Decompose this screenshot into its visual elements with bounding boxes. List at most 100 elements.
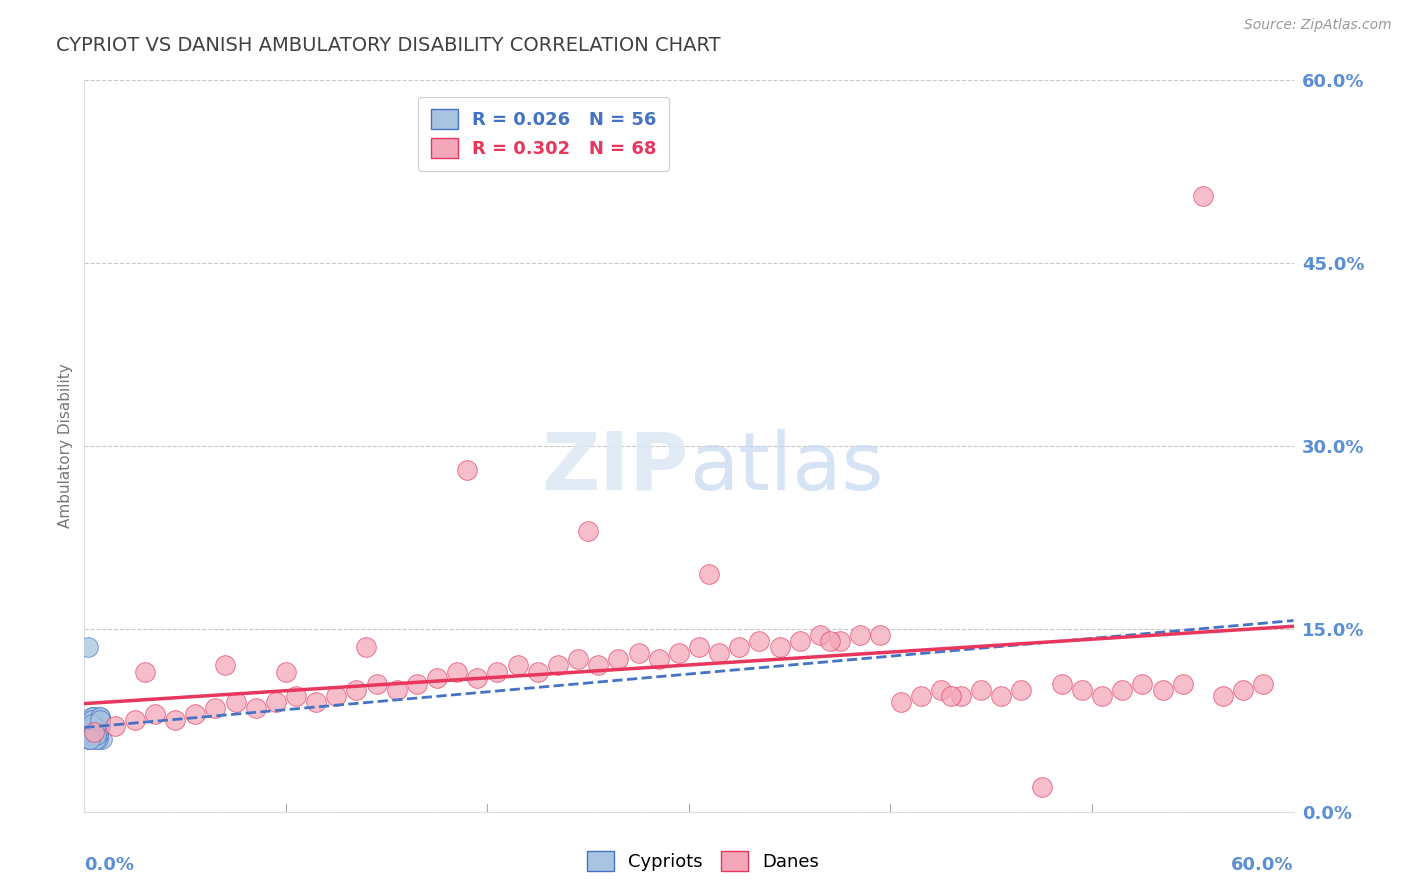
Point [87, 725, 110, 739]
Point [567, 652, 589, 666]
Point [86, 722, 108, 736]
Text: CYPRIOT VS DANISH AMBULATORY DISABILITY CORRELATION CHART: CYPRIOT VS DANISH AMBULATORY DISABILITY … [56, 36, 721, 54]
Point [285, 689, 308, 703]
Point [305, 695, 328, 709]
Point [79, 728, 101, 742]
Point [506, 658, 529, 673]
Point [86, 731, 108, 746]
Point [789, 634, 811, 648]
Point [818, 634, 841, 648]
Point [82, 717, 104, 731]
Point [709, 646, 731, 660]
Point [1132, 676, 1154, 690]
Point [910, 689, 932, 703]
Point [1091, 689, 1114, 703]
Legend: R = 0.026   N = 56, R = 0.302   N = 68: R = 0.026 N = 56, R = 0.302 N = 68 [418, 96, 669, 170]
Point [86, 725, 108, 739]
Point [87, 725, 110, 739]
Point [849, 628, 872, 642]
Point [86, 728, 108, 742]
Point [1171, 676, 1194, 690]
Point [83, 717, 105, 731]
Point [86, 722, 108, 736]
Point [356, 640, 378, 655]
Point [688, 640, 710, 655]
Point [87, 722, 110, 736]
Point [366, 676, 388, 690]
Point [89, 717, 111, 731]
Point [77, 640, 100, 655]
Point [83, 725, 105, 739]
Point [91, 731, 114, 746]
Point [728, 640, 751, 655]
Point [124, 714, 146, 728]
Point [79, 722, 101, 736]
Point [214, 658, 236, 673]
Point [648, 652, 671, 666]
Point [204, 701, 226, 715]
Point [769, 640, 792, 655]
Point [89, 714, 111, 728]
Point [87, 728, 110, 742]
Point [79, 731, 101, 746]
Point [576, 524, 599, 539]
Point [830, 634, 852, 648]
Point [83, 717, 105, 731]
Point [83, 714, 105, 728]
Text: Source: ZipAtlas.com: Source: ZipAtlas.com [1244, 18, 1392, 32]
Point [86, 731, 108, 746]
Point [456, 463, 478, 477]
Point [486, 665, 509, 679]
Point [588, 658, 610, 673]
Y-axis label: Ambulatory Disability: Ambulatory Disability [58, 364, 73, 528]
Point [1050, 676, 1073, 690]
Text: ZIP: ZIP [541, 429, 689, 507]
Point [79, 725, 101, 739]
Point [83, 709, 105, 723]
Point [82, 719, 104, 733]
Point [446, 665, 468, 679]
Point [748, 634, 770, 648]
Point [406, 676, 429, 690]
Point [1111, 682, 1133, 697]
Point [547, 658, 569, 673]
Point [82, 714, 104, 728]
Point [87, 722, 110, 736]
Point [86, 728, 108, 742]
Point [89, 714, 111, 728]
Point [82, 709, 104, 723]
Point [89, 709, 111, 723]
Point [1192, 189, 1215, 203]
Point [143, 707, 166, 722]
Point [1071, 682, 1094, 697]
Point [1232, 682, 1254, 697]
Point [939, 689, 962, 703]
Point [1253, 676, 1275, 690]
Point [87, 728, 110, 742]
Point [426, 671, 449, 685]
Point [264, 695, 287, 709]
Point [82, 717, 104, 731]
Point [929, 682, 952, 697]
Point [83, 709, 105, 723]
Point [245, 701, 267, 715]
Point [89, 714, 111, 728]
Point [79, 731, 101, 746]
Point [87, 731, 110, 746]
Point [82, 709, 104, 723]
Point [79, 725, 101, 739]
Point [83, 714, 105, 728]
Point [86, 725, 108, 739]
Point [82, 719, 104, 733]
Point [668, 646, 690, 660]
Point [697, 567, 720, 582]
Point [808, 628, 831, 642]
Point [77, 731, 100, 746]
Point [89, 709, 111, 723]
Point [325, 689, 347, 703]
Point [1031, 780, 1053, 795]
Point [104, 719, 127, 733]
Point [87, 722, 110, 736]
Point [607, 652, 630, 666]
Point [274, 665, 297, 679]
